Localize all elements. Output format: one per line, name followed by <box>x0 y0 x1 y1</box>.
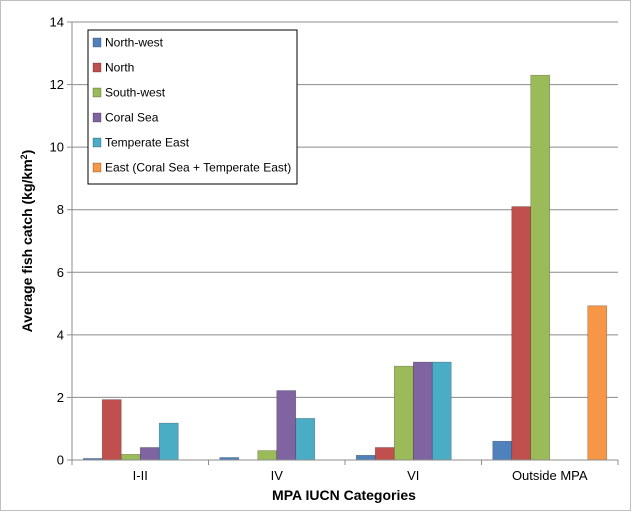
legend-label: South-west <box>105 86 166 100</box>
bar <box>257 450 278 461</box>
y-axis-title: Average fish catch (kg/km2) <box>19 150 35 333</box>
legend-label: North-west <box>105 36 164 50</box>
legend-swatch <box>92 112 102 123</box>
bar <box>101 399 122 461</box>
legend-swatch <box>92 162 102 173</box>
x-tick-label: I-II <box>133 468 148 483</box>
y-tick-labels: 0 2 4 6 8 10 12 14 <box>50 15 72 468</box>
legend-label: Temperate East <box>105 136 190 150</box>
bar <box>120 454 141 461</box>
x-tick-label: VI <box>407 468 419 483</box>
y-tick-label: 6 <box>57 265 64 280</box>
legend-swatch <box>92 62 102 73</box>
y-tick-label: 0 <box>57 453 64 468</box>
bar <box>511 206 532 461</box>
x-tick-label: Outside MPA <box>512 468 588 483</box>
bar <box>295 418 316 461</box>
y-tick-label: 8 <box>57 202 64 217</box>
bar <box>276 390 297 461</box>
legend-label: East (Coral Sea + Temperate East) <box>105 161 291 175</box>
x-tick-label: IV <box>271 468 284 483</box>
legend-swatch <box>92 87 102 98</box>
legend-box <box>87 29 298 185</box>
y-tick-label: 10 <box>50 140 64 155</box>
bar <box>158 422 179 461</box>
y-axis-title-close: ) <box>19 150 35 155</box>
bar <box>530 74 551 461</box>
bar <box>139 447 160 461</box>
y-tick-label: 14 <box>50 15 64 30</box>
legend-label: Coral Sea <box>105 111 159 125</box>
bar <box>355 455 376 461</box>
bars <box>82 74 608 461</box>
x-axis-title: MPA IUCN Categories <box>272 487 416 503</box>
y-axis-title-superscript: 2 <box>19 154 29 159</box>
y-tick-label: 4 <box>57 327 64 342</box>
bar <box>587 305 608 461</box>
bar <box>431 361 452 461</box>
y-axis-title-main: Average fish catch (kg/km <box>19 159 35 332</box>
legend-label: North <box>105 61 134 75</box>
bar <box>412 361 433 461</box>
legend-swatch <box>92 137 102 148</box>
bar <box>374 447 395 461</box>
bar <box>393 365 414 461</box>
y-tick-label: 2 <box>57 390 64 405</box>
legend-swatch <box>92 37 102 48</box>
legend: North-west North South-west Coral Sea Temper… <box>87 29 298 185</box>
bar <box>492 440 513 461</box>
x-tick-labels: I-II IV VI Outside MPA <box>71 460 619 483</box>
y-tick-label: 12 <box>50 77 64 92</box>
